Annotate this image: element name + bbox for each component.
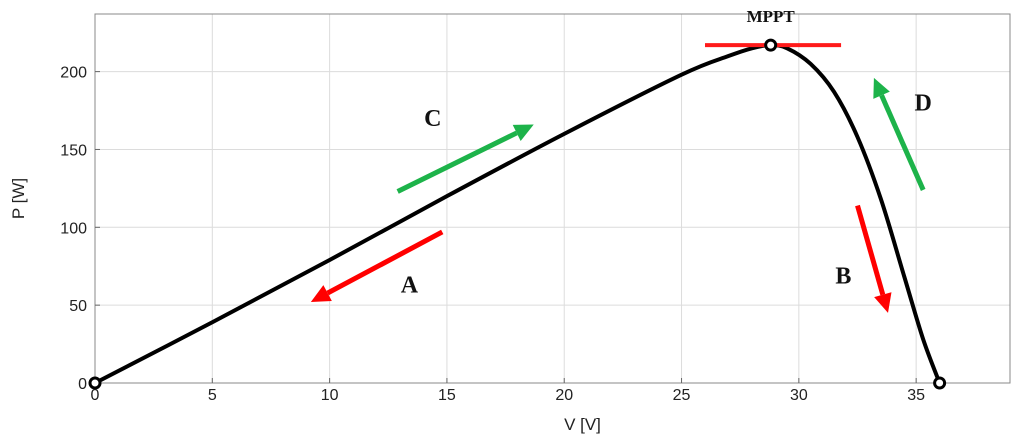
- x-tick-label: 25: [673, 387, 691, 404]
- curve-marker: [933, 376, 947, 390]
- arrow-c: [396, 124, 534, 194]
- arrow-c-shaft: [396, 130, 518, 194]
- arrow-a-head: [310, 285, 332, 303]
- power-curve-group: [88, 38, 947, 390]
- arrow-b: [855, 204, 892, 313]
- annotation-B: B: [835, 263, 851, 289]
- arrow-b-head: [874, 292, 892, 313]
- y-tick-label: 100: [60, 220, 87, 237]
- grid-lines: [94, 14, 1010, 384]
- annotations-group: MPPT A B C D: [401, 7, 932, 299]
- x-tick-label: 35: [907, 387, 925, 404]
- arrow-d-shaft: [879, 94, 926, 191]
- annotation-mppt: MPPT: [747, 7, 796, 26]
- y-tick-label: 150: [60, 142, 87, 159]
- arrow-d: [873, 77, 926, 191]
- curve-marker: [88, 376, 102, 390]
- x-tick-label: 10: [321, 387, 339, 404]
- x-axis-label: V [V]: [564, 415, 601, 434]
- y-tick-label: 50: [69, 298, 87, 315]
- x-tick-label: 30: [790, 387, 808, 404]
- x-tick-label: 20: [555, 387, 573, 404]
- annotation-D: D: [915, 91, 932, 117]
- curve-marker: [764, 38, 778, 52]
- y-tick-label: 200: [60, 65, 87, 82]
- x-tick-label: 15: [438, 387, 456, 404]
- arrow-a: [310, 229, 444, 303]
- arrow-c-head: [512, 124, 534, 142]
- power-curve: [94, 43, 942, 385]
- y-tick-label: 0: [78, 376, 87, 393]
- x-tick-label: 5: [208, 387, 217, 404]
- x-tick-label: 0: [91, 387, 100, 404]
- arrows-group: [310, 77, 926, 313]
- arrow-d-head: [873, 77, 890, 99]
- y-axis-label: P [W]: [9, 178, 28, 219]
- annotation-C: C: [424, 106, 441, 132]
- annotation-A: A: [401, 273, 419, 299]
- arrow-b-shaft: [855, 204, 886, 296]
- plot-frame: [94, 13, 1011, 384]
- arrow-a-shaft: [326, 229, 444, 296]
- axis-ticks: 0 5 10 15 20 25 30 35 0 50 100 150 200: [60, 65, 925, 404]
